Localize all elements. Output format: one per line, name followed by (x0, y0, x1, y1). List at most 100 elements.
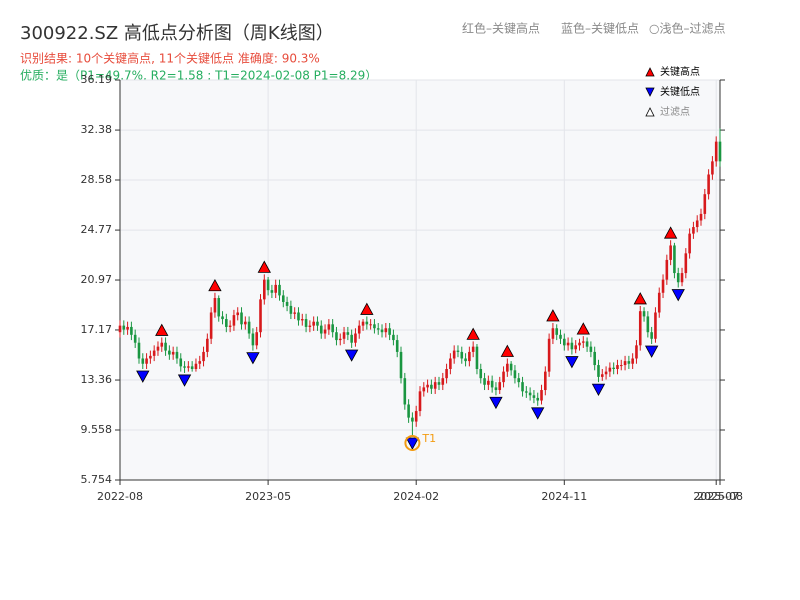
candle-body (483, 378, 486, 385)
high-marker (546, 309, 560, 322)
candle-body (149, 355, 152, 359)
candle-body (228, 325, 232, 327)
candle-body (506, 363, 509, 372)
candle-body (130, 326, 133, 335)
low-marker (344, 349, 359, 362)
legend-note: ○浅色–过滤点 (649, 22, 725, 36)
legend-label: 过滤点 (660, 105, 690, 118)
candle-body (570, 342, 574, 350)
low-marker (177, 374, 192, 387)
low-marker (671, 289, 685, 302)
low-marker (591, 383, 606, 396)
candle-body (718, 141, 722, 162)
candle-body (240, 312, 243, 325)
y-tick-label: 13.36 (81, 373, 113, 386)
x-tick-label: 2024-02 (393, 490, 439, 503)
candle-body (684, 253, 688, 274)
candle-body (521, 382, 524, 392)
candle-body (498, 382, 502, 391)
candle-body (198, 361, 202, 364)
candle-body (304, 319, 308, 327)
x-tick-label: 2025-08 (697, 490, 743, 503)
y-tick-label: 28.58 (81, 173, 113, 186)
candle-body (183, 366, 186, 368)
annotation-ring (404, 435, 421, 452)
candle-body (574, 345, 577, 350)
candle-body (361, 321, 365, 326)
candle-body (616, 365, 619, 369)
low-marker (246, 352, 260, 365)
candle-body (152, 350, 156, 356)
candle-body (403, 378, 407, 405)
candle-body (654, 312, 657, 339)
candle-body (525, 391, 528, 393)
candle-body (452, 350, 456, 359)
candle-body (555, 328, 559, 335)
candle-body (213, 298, 217, 313)
candle-body (209, 312, 213, 339)
x-tick-label: 2025-07 (693, 490, 739, 503)
legend-symbol (645, 67, 655, 77)
candle-body (247, 321, 251, 334)
low-marker (565, 356, 579, 369)
y-tick-label: 36.19 (81, 73, 113, 86)
candle-body (623, 361, 627, 366)
candle-body (608, 367, 612, 372)
candle-body (676, 273, 680, 283)
candle-body (540, 390, 543, 401)
candle-body (418, 391, 422, 412)
candle-body (236, 312, 240, 316)
candle-body (665, 259, 669, 280)
candle-body (703, 194, 707, 214)
candle-body (399, 351, 403, 379)
candle-body (285, 301, 289, 306)
legend-label: 关键高点 (660, 65, 700, 78)
candle-body (202, 351, 205, 362)
candle-body (316, 321, 319, 326)
candle-body (376, 328, 380, 330)
candle-body (585, 341, 589, 347)
high-marker (257, 260, 271, 273)
candle-body (156, 346, 160, 351)
y-tick-label: 32.38 (81, 123, 113, 136)
candle-body (281, 295, 285, 302)
candle-body (221, 316, 224, 320)
candle-body (411, 417, 414, 422)
candle-body (487, 380, 490, 385)
candle-body (232, 315, 236, 326)
candle-body (323, 329, 327, 334)
candle-body (642, 311, 646, 317)
candle-body (673, 245, 676, 274)
candle-body (145, 358, 148, 364)
candle-body (346, 332, 350, 335)
high-marker (208, 278, 222, 292)
candle-body (581, 341, 585, 343)
high-marker (633, 292, 647, 305)
high-marker (576, 322, 590, 335)
candle-body (661, 279, 665, 293)
candle-body (118, 325, 122, 333)
candle-body (536, 397, 540, 401)
candle-body (392, 334, 395, 341)
candle-body (597, 365, 600, 377)
low-marker (489, 396, 503, 410)
candle-body (422, 387, 426, 392)
candle-body (426, 384, 429, 388)
candle-body (338, 338, 342, 341)
candle-body (175, 351, 179, 359)
candle-body (342, 332, 346, 339)
candle-body (551, 328, 555, 339)
candle-body (468, 351, 471, 362)
high-marker (360, 302, 374, 315)
candle-body (437, 382, 441, 385)
y-tick-label: 24.77 (81, 223, 113, 236)
candle-body (714, 141, 718, 162)
candle-body (517, 378, 521, 383)
candle-body (164, 342, 167, 351)
candle-body (274, 284, 277, 293)
legend-label: 关键低点 (660, 85, 700, 98)
candle-body (308, 325, 312, 327)
x-tick-label: 2024-11 (541, 490, 587, 503)
high-marker (155, 323, 169, 336)
candle-body (225, 319, 228, 327)
